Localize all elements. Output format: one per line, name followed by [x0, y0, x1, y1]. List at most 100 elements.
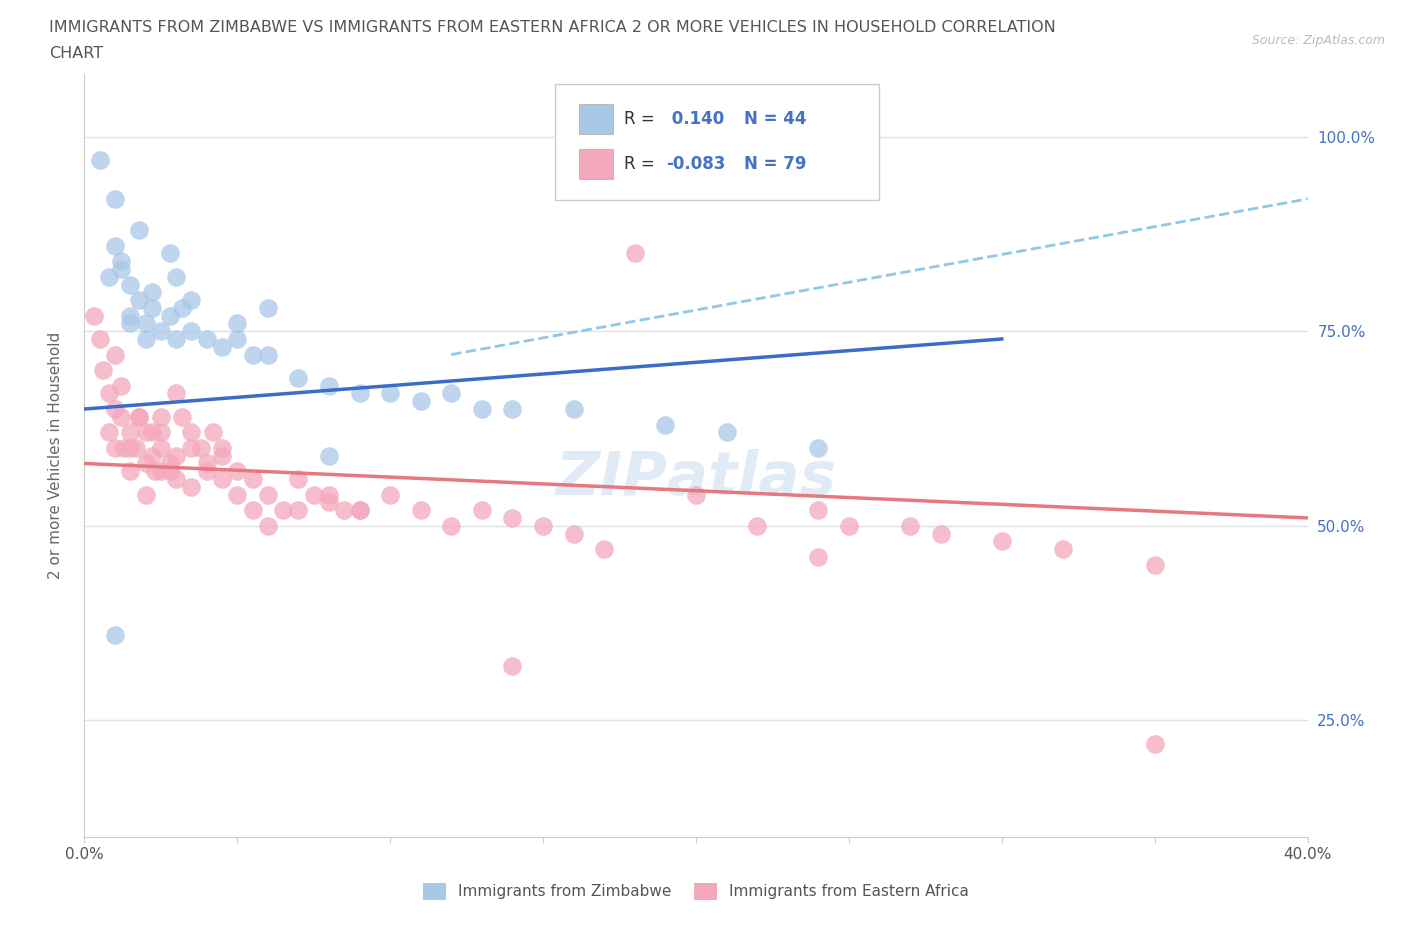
Text: R =: R =	[624, 110, 655, 128]
Point	[110, 379, 132, 393]
Point	[211, 448, 233, 463]
Point	[201, 425, 224, 440]
Point	[624, 246, 647, 260]
Point	[135, 425, 157, 440]
Point	[120, 308, 142, 323]
Point	[349, 503, 371, 518]
Text: ZIP​atlas: ZIP​atlas	[555, 449, 837, 508]
Point	[409, 393, 432, 408]
Point	[149, 441, 172, 456]
Point	[128, 293, 150, 308]
Legend: Immigrants from Zimbabwe, Immigrants from Eastern Africa: Immigrants from Zimbabwe, Immigrants fro…	[416, 877, 976, 906]
Point	[685, 487, 707, 502]
Point	[141, 448, 163, 463]
Point	[1143, 737, 1166, 751]
Point	[97, 270, 120, 285]
Point	[471, 503, 494, 518]
Point	[120, 464, 142, 479]
Point	[112, 441, 135, 456]
Point	[149, 464, 172, 479]
Point	[242, 503, 264, 518]
Point	[120, 277, 142, 292]
Point	[226, 331, 249, 346]
Point	[1052, 541, 1074, 556]
Point	[380, 487, 402, 502]
Point	[242, 347, 264, 362]
Point	[165, 386, 187, 401]
Point	[159, 246, 181, 260]
Point	[110, 261, 132, 276]
Point	[807, 503, 830, 518]
Point	[104, 347, 127, 362]
Point	[440, 386, 463, 401]
Point	[257, 487, 280, 502]
Point	[226, 464, 249, 479]
Point	[257, 300, 280, 315]
Point	[91, 363, 114, 378]
Point	[172, 300, 194, 315]
Point	[898, 518, 921, 533]
Point	[128, 409, 150, 424]
Point	[120, 425, 142, 440]
Point	[135, 456, 157, 471]
Point	[349, 386, 371, 401]
Point	[287, 370, 309, 385]
Point	[172, 409, 194, 424]
Point	[195, 464, 218, 479]
Point	[128, 222, 150, 237]
Point	[929, 526, 952, 541]
Text: IMMIGRANTS FROM ZIMBABWE VS IMMIGRANTS FROM EASTERN AFRICA 2 OR MORE VEHICLES IN: IMMIGRANTS FROM ZIMBABWE VS IMMIGRANTS F…	[49, 20, 1056, 35]
Point	[165, 331, 187, 346]
Point	[190, 441, 212, 456]
Point	[471, 402, 494, 417]
Point	[104, 627, 127, 642]
Point	[318, 495, 340, 510]
Point	[440, 518, 463, 533]
Point	[380, 386, 402, 401]
Point	[89, 331, 111, 346]
Point	[110, 254, 132, 269]
Point	[149, 409, 172, 424]
Point	[271, 503, 294, 518]
Point	[141, 285, 163, 299]
Point	[716, 425, 738, 440]
Text: 0.140: 0.140	[666, 110, 724, 128]
Point	[104, 441, 127, 456]
Point	[226, 316, 249, 331]
Point	[211, 339, 233, 354]
Point	[654, 418, 676, 432]
Point	[165, 448, 187, 463]
Point	[143, 464, 166, 479]
Point	[104, 238, 127, 253]
Point	[195, 456, 218, 471]
Point	[593, 541, 616, 556]
Point	[104, 402, 127, 417]
Point	[141, 425, 163, 440]
Point	[747, 518, 769, 533]
Point	[318, 379, 340, 393]
Point	[242, 472, 264, 486]
Point	[104, 192, 127, 206]
Point	[502, 511, 524, 525]
Point	[409, 503, 432, 518]
Point	[1143, 557, 1166, 572]
Text: Source: ZipAtlas.com: Source: ZipAtlas.com	[1251, 34, 1385, 47]
Point	[195, 331, 218, 346]
Point	[502, 402, 524, 417]
Point	[135, 316, 157, 331]
Point	[180, 293, 202, 308]
Point	[180, 324, 202, 339]
Point	[83, 308, 105, 323]
Point	[531, 518, 554, 533]
Point	[159, 456, 181, 471]
Point	[333, 503, 356, 518]
Point	[89, 153, 111, 167]
Text: CHART: CHART	[49, 46, 103, 61]
Point	[135, 331, 157, 346]
Point	[318, 487, 340, 502]
Point	[211, 472, 233, 486]
Point	[180, 479, 202, 494]
Point	[807, 441, 830, 456]
Point	[110, 409, 132, 424]
Point	[287, 472, 309, 486]
